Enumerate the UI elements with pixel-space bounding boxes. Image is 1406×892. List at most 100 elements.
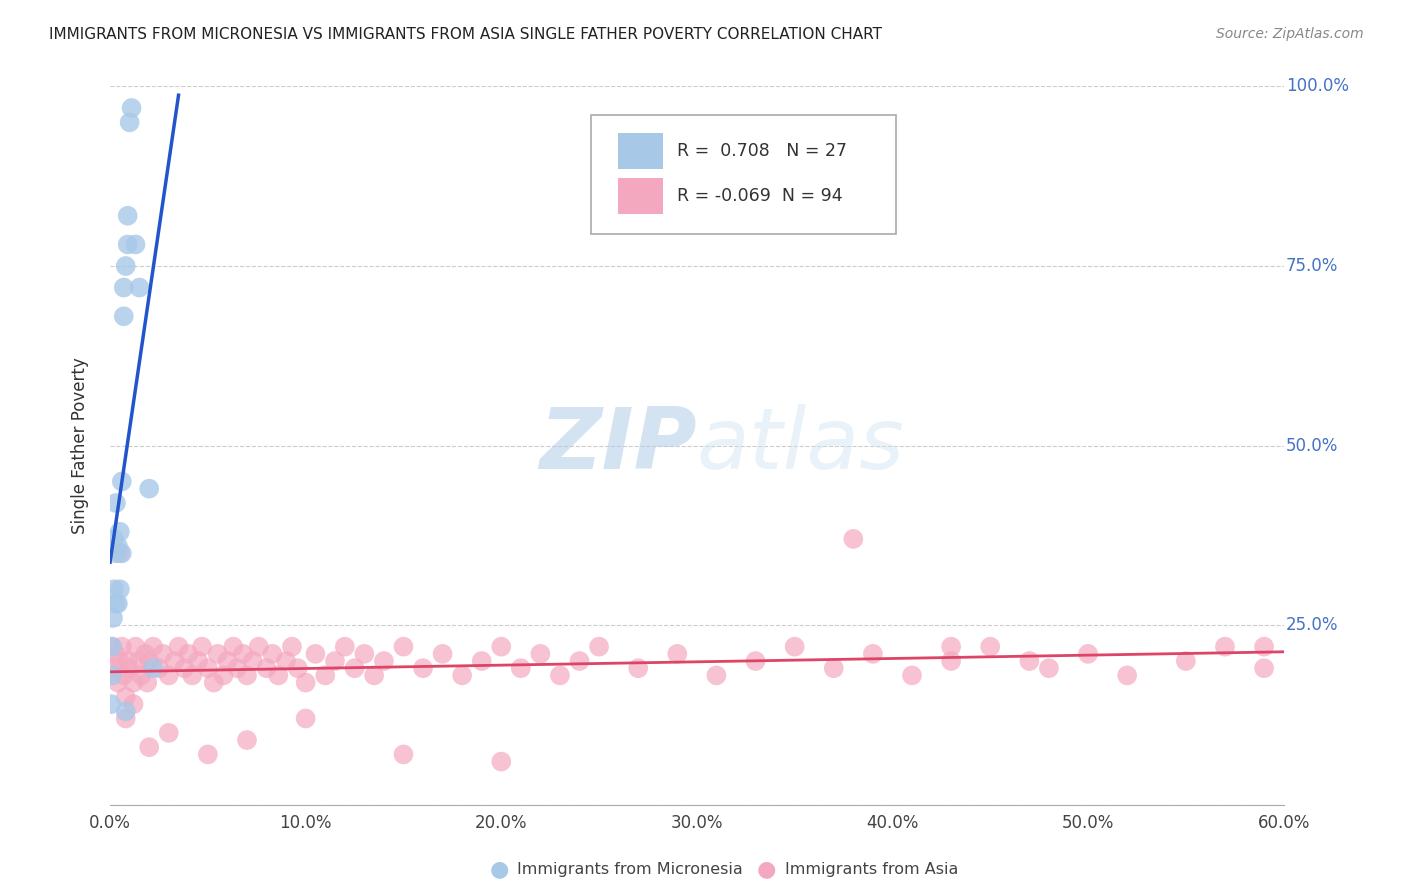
Point xyxy=(627,661,650,675)
Point xyxy=(121,101,143,115)
Point xyxy=(124,237,146,252)
Point xyxy=(107,597,129,611)
Point xyxy=(333,640,356,654)
Point xyxy=(187,654,209,668)
Point xyxy=(392,747,415,762)
Point xyxy=(152,647,174,661)
Text: 50.0%: 50.0% xyxy=(1286,436,1339,455)
Point xyxy=(101,640,124,654)
Point xyxy=(862,647,884,661)
Point xyxy=(471,654,494,668)
Point xyxy=(101,668,124,682)
Point xyxy=(104,597,127,611)
Point xyxy=(117,237,139,252)
Point xyxy=(304,647,326,661)
Point xyxy=(197,661,219,675)
Point xyxy=(529,647,551,661)
Point xyxy=(107,539,129,553)
Point xyxy=(128,280,150,294)
Point xyxy=(783,640,806,654)
Point xyxy=(412,661,434,675)
Point xyxy=(108,582,131,597)
Point xyxy=(226,661,249,675)
Point xyxy=(163,654,186,668)
Point xyxy=(217,654,239,668)
Point xyxy=(744,654,766,668)
Point xyxy=(122,697,145,711)
Point xyxy=(157,726,180,740)
Point xyxy=(107,675,129,690)
Point xyxy=(177,647,200,661)
Point xyxy=(167,640,190,654)
Point xyxy=(103,661,125,675)
Text: 75.0%: 75.0% xyxy=(1286,257,1339,275)
Point xyxy=(142,661,165,675)
Point xyxy=(108,654,131,668)
Point xyxy=(122,675,145,690)
Point xyxy=(131,668,153,682)
Point xyxy=(136,675,159,690)
Point xyxy=(111,475,134,489)
Point xyxy=(287,661,309,675)
Point xyxy=(373,654,395,668)
Point xyxy=(212,668,235,682)
Point xyxy=(979,640,1001,654)
Point xyxy=(242,654,264,668)
Text: ZIP: ZIP xyxy=(540,404,697,487)
Point xyxy=(294,711,316,725)
Point xyxy=(353,647,375,661)
Point xyxy=(124,640,146,654)
Point xyxy=(104,496,127,510)
Point xyxy=(117,209,139,223)
Point xyxy=(343,661,366,675)
Point xyxy=(181,668,204,682)
Point xyxy=(1018,654,1040,668)
Point xyxy=(1174,654,1197,668)
Bar xyxy=(619,133,662,169)
Point xyxy=(323,654,346,668)
Point xyxy=(134,647,156,661)
Text: 25.0%: 25.0% xyxy=(1286,616,1339,634)
Point xyxy=(1253,661,1275,675)
FancyBboxPatch shape xyxy=(592,115,897,234)
Point xyxy=(451,668,474,682)
Point xyxy=(236,668,259,682)
Point xyxy=(706,668,728,682)
Point xyxy=(138,482,160,496)
Point xyxy=(1038,661,1060,675)
Point xyxy=(432,647,454,661)
Point xyxy=(142,640,165,654)
Point xyxy=(842,532,865,546)
Point xyxy=(114,259,136,273)
Text: ●: ● xyxy=(489,860,509,880)
Point xyxy=(118,661,141,675)
Point xyxy=(103,582,125,597)
Point xyxy=(1213,640,1236,654)
Bar xyxy=(619,178,662,214)
Point xyxy=(108,524,131,539)
Text: 100.0%: 100.0% xyxy=(1286,78,1348,95)
Point xyxy=(236,733,259,747)
Text: Immigrants from Asia: Immigrants from Asia xyxy=(785,863,957,877)
Point xyxy=(138,654,160,668)
Point xyxy=(1077,647,1099,661)
Text: atlas: atlas xyxy=(697,404,905,487)
Point xyxy=(256,661,278,675)
Text: Source: ZipAtlas.com: Source: ZipAtlas.com xyxy=(1216,27,1364,41)
Point xyxy=(222,640,245,654)
Point xyxy=(114,704,136,718)
Text: R =  0.708   N = 27: R = 0.708 N = 27 xyxy=(676,142,846,160)
Point xyxy=(267,668,290,682)
Point xyxy=(262,647,284,661)
Point xyxy=(939,654,962,668)
Point xyxy=(118,115,141,129)
Point xyxy=(207,647,229,661)
Y-axis label: Single Father Poverty: Single Father Poverty xyxy=(72,357,89,534)
Point xyxy=(247,640,270,654)
Point xyxy=(197,747,219,762)
Text: IMMIGRANTS FROM MICRONESIA VS IMMIGRANTS FROM ASIA SINGLE FATHER POVERTY CORRELA: IMMIGRANTS FROM MICRONESIA VS IMMIGRANTS… xyxy=(49,27,882,42)
Point xyxy=(191,640,214,654)
Point xyxy=(232,647,254,661)
Point xyxy=(114,711,136,725)
Point xyxy=(1116,668,1139,682)
